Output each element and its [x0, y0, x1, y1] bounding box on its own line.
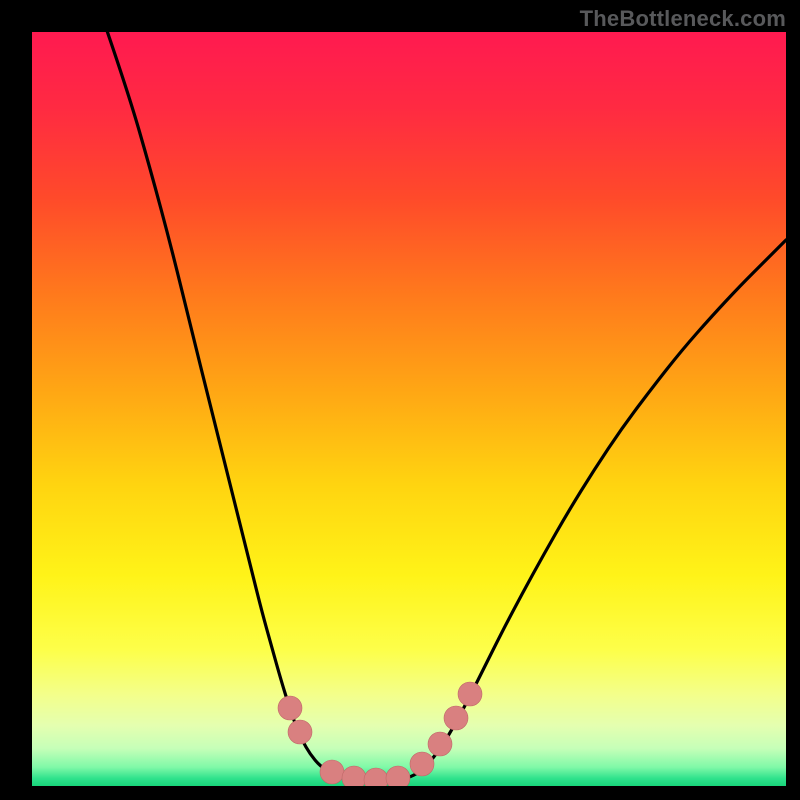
valley-marker: [288, 720, 312, 744]
valley-marker: [410, 752, 434, 776]
plot-gradient-background: [32, 32, 786, 786]
valley-marker: [278, 696, 302, 720]
chart-root: TheBottleneck.com: [0, 0, 800, 800]
valley-marker: [444, 706, 468, 730]
watermark-label: TheBottleneck.com: [580, 6, 786, 32]
chart-svg: [0, 0, 800, 800]
valley-marker: [458, 682, 482, 706]
valley-marker: [320, 760, 344, 784]
valley-marker: [428, 732, 452, 756]
